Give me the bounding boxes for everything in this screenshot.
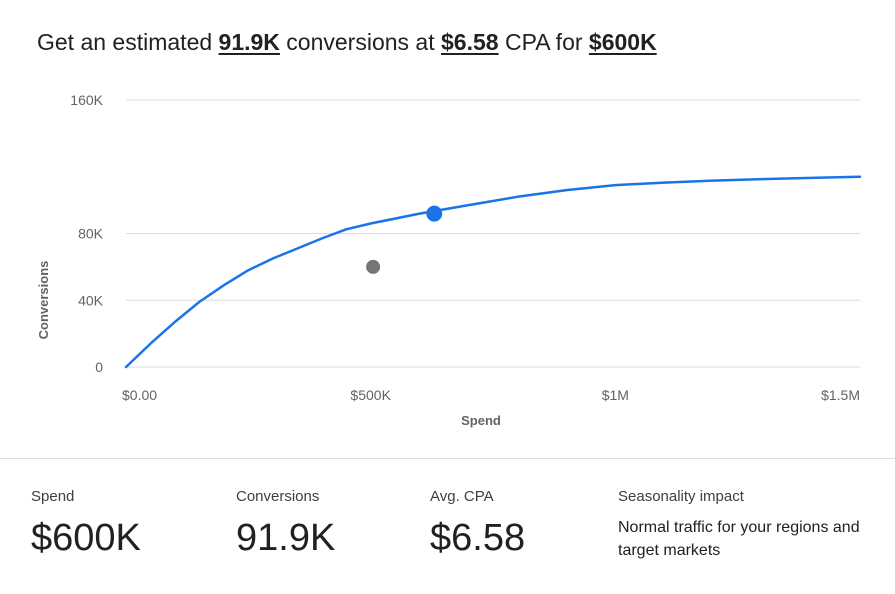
metric-conversions-label: Conversions [236, 488, 320, 505]
metric-seasonality-label: Seasonality impact [618, 488, 744, 505]
x-tick-label: $1M [602, 387, 629, 403]
y-tick-label: 80K [78, 226, 104, 242]
y-tick-label: 160K [70, 92, 103, 108]
metric-conversions-value: 91.9K [236, 517, 336, 559]
y-tick-label: 40K [78, 292, 104, 308]
x-tick-label: $0.00 [122, 387, 157, 403]
x-tick-label: $500K [350, 387, 391, 403]
x-tick-label: $1.5M [821, 387, 860, 403]
conversions-chart: 0 40K 80K 160K $0.00 $500K $1M $1.5M Spend Conver… [36, 92, 862, 428]
y-axis-title: Conversions [36, 261, 51, 340]
headline-prefix: Get an estimated [37, 29, 219, 55]
metric-spend-value: $600K [31, 517, 141, 559]
metric-cpa-label: Avg. CPA [430, 488, 494, 505]
metric-conversions: Conversions 91.9K [236, 488, 335, 560]
metric-seasonality: Seasonality impact Normal traffic for yo… [618, 488, 878, 562]
headline-conversions: 91.9K [218, 29, 280, 55]
metric-spend-label: Spend [31, 488, 75, 505]
headline-mid1: conversions at [279, 29, 442, 55]
headline-spend: $600K [588, 29, 657, 55]
current-point [366, 259, 381, 274]
headline-mid2: CPA for [498, 29, 589, 55]
series-line [124, 175, 862, 369]
x-axis-title: Spend [461, 413, 501, 428]
metric-cpa-value: $6.58 [430, 517, 526, 559]
divider [0, 458, 895, 459]
headline: Get an estimated 91.9K conversions at $6… [37, 29, 657, 56]
selected-point [426, 205, 443, 222]
headline-cpa: $6.58 [441, 29, 499, 55]
y-tick-label: 0 [95, 359, 103, 375]
metric-spend: Spend $600K [31, 488, 141, 560]
metric-cpa: Avg. CPA $6.58 [430, 488, 525, 560]
metric-seasonality-note: Normal traffic for your regions and targ… [618, 519, 860, 559]
